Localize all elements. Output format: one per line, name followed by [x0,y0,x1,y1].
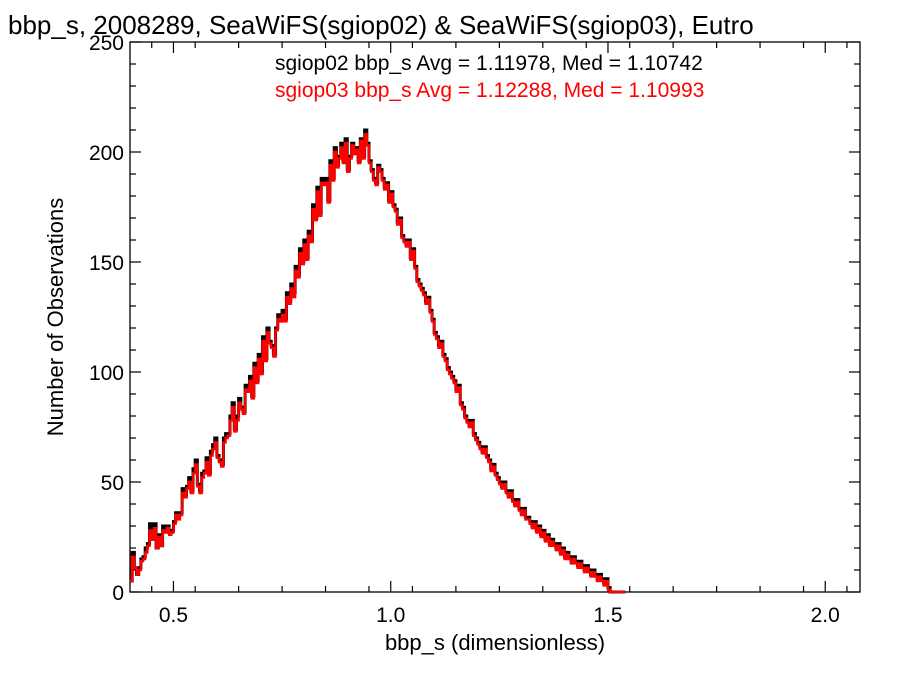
y-axis-label: Number of Observations [43,198,68,436]
legend-sgiop02: sgiop02 bbp_s Avg = 1.11978, Med = 1.107… [275,52,703,75]
x-tick-label: 0.5 [159,604,188,627]
series-sgiop02-line [130,128,626,594]
series-sgiop03-line [130,133,626,594]
y-tick-label: 100 [89,362,124,385]
axis-tick-labels: 0.5 1.0 1.5 2.0 0 50 100 150 200 250 [89,32,840,627]
x-tick-label: 1.0 [376,604,405,627]
y-tick-label: 150 [89,252,124,275]
legend-sgiop03: sgiop03 bbp_s Avg = 1.12288, Med = 1.109… [275,79,704,102]
y-tick-label: 250 [89,32,124,55]
chart-title: bbp_s, 2008289, SeaWiFS(sgiop02) & SeaWi… [8,10,754,40]
x-tick-label: 1.5 [593,604,622,627]
x-axis-label: bbp_s (dimensionless) [385,630,605,655]
y-tick-label: 50 [101,472,124,495]
y-tick-label: 0 [112,582,124,605]
x-tick-label: 2.0 [811,604,840,627]
plot-frame [129,41,861,593]
axis-ticks [130,41,860,593]
y-tick-label: 200 [89,142,124,165]
